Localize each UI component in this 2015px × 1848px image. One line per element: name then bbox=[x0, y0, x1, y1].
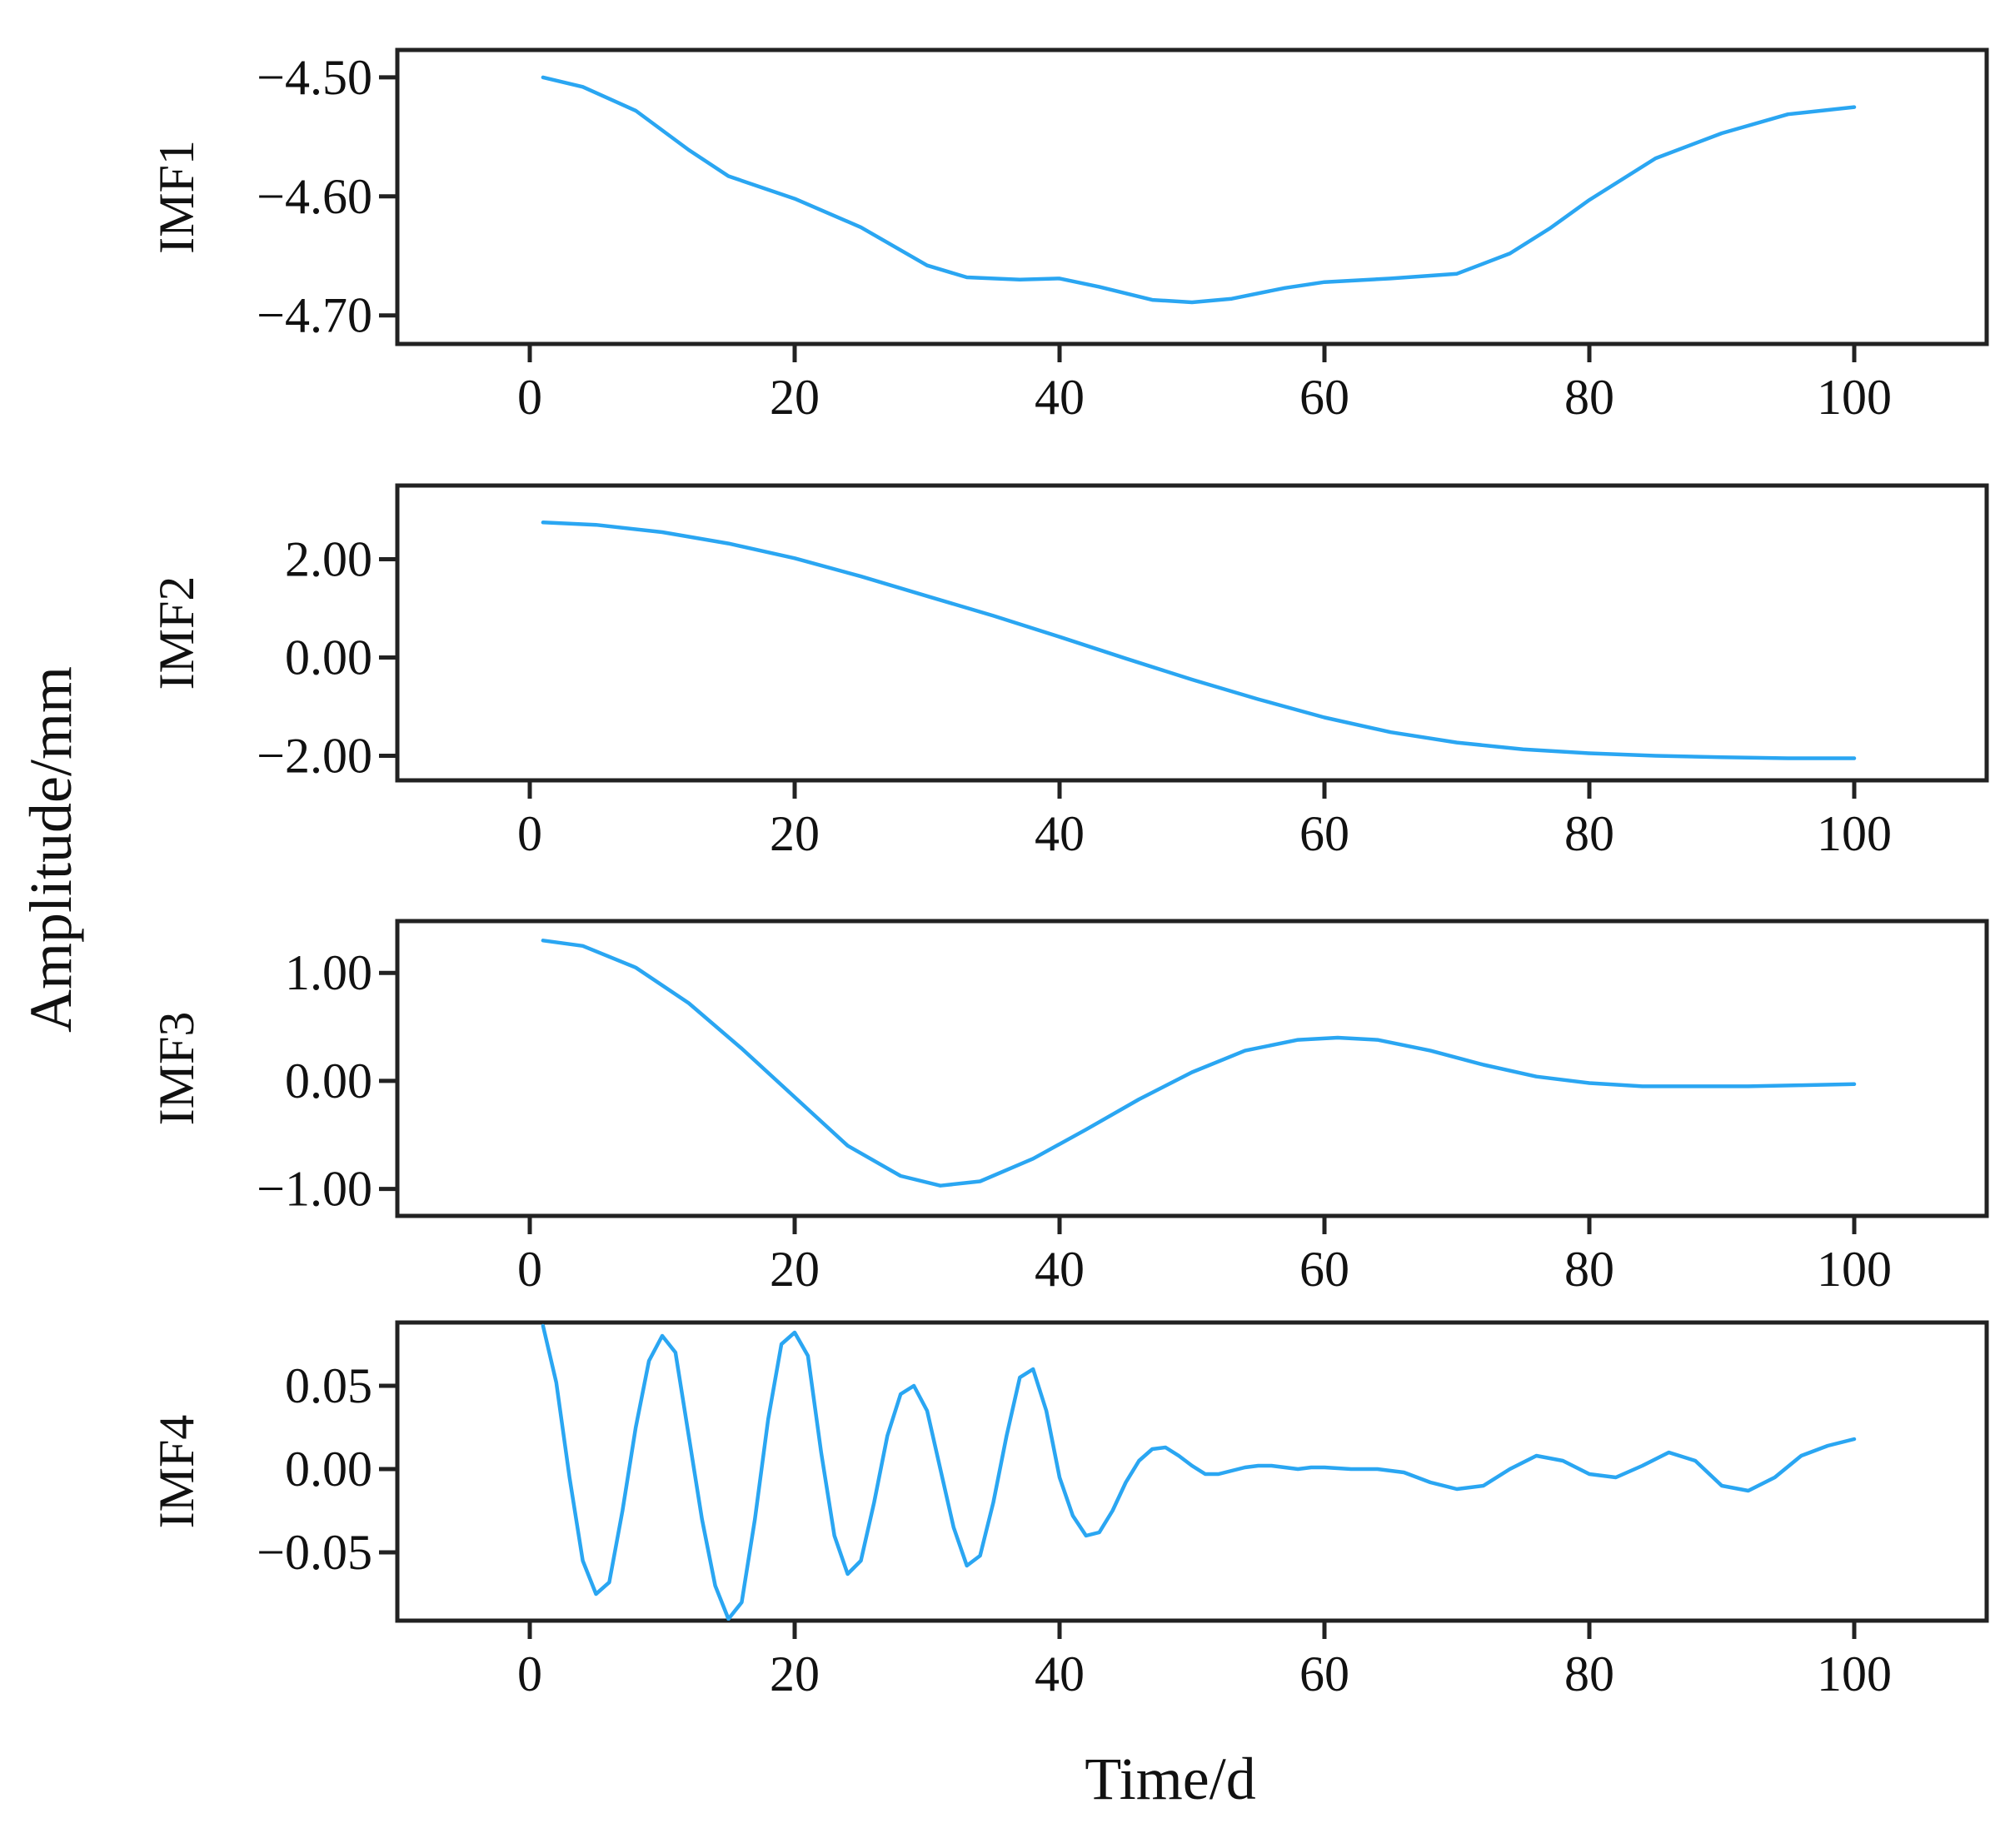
x-tick-label: 0 bbox=[517, 806, 542, 861]
x-tick-label: 100 bbox=[1817, 806, 1892, 861]
x-tick-label: 60 bbox=[1299, 1242, 1349, 1297]
y-tick-label: 0.05 bbox=[285, 1358, 372, 1413]
y-tick-label: −0.05 bbox=[257, 1525, 372, 1580]
panel-ylabel: IMF2 bbox=[149, 576, 204, 690]
x-tick-label: 80 bbox=[1564, 806, 1614, 861]
x-tick-label: 20 bbox=[770, 1646, 820, 1701]
series-line-imf1 bbox=[541, 75, 1857, 305]
y-tick-label: −4.60 bbox=[257, 169, 372, 224]
plot-frame bbox=[395, 47, 1989, 346]
x-tick-label: 20 bbox=[770, 1242, 820, 1297]
panel-2: 2.00 0.00 −2.00 0 20 40 60 80 100 IMF2 bbox=[149, 483, 1989, 861]
panels: −4.50 −4.60 −4.70 0 20 40 60 80 100 IMF1 2.00 0.00 −… bbox=[149, 47, 1989, 1701]
x-tick-label: 100 bbox=[1817, 1646, 1892, 1701]
panel-ylabel: IMF4 bbox=[149, 1415, 204, 1529]
x-tick-label: 40 bbox=[1035, 806, 1085, 861]
y-tick-label: −2.00 bbox=[257, 729, 372, 784]
y-tick-label: 0.00 bbox=[285, 1054, 372, 1108]
y-tick-label: −4.70 bbox=[257, 288, 372, 343]
panel-ylabel: IMF3 bbox=[149, 1012, 204, 1126]
panel-4: 0.05 0.00 −0.05 0 20 40 60 80 100 IMF4 bbox=[149, 1320, 1989, 1701]
x-tick-label: 80 bbox=[1564, 1242, 1614, 1297]
x-tick-label: 40 bbox=[1035, 370, 1085, 425]
x-tick-label: 20 bbox=[770, 370, 820, 425]
x-tick-label: 60 bbox=[1299, 1646, 1349, 1701]
x-tick-label: 0 bbox=[517, 1242, 542, 1297]
plot-frame bbox=[395, 483, 1989, 783]
x-tick-label: 40 bbox=[1035, 1242, 1085, 1297]
series-line-imf3 bbox=[541, 939, 1857, 1188]
series-line-imf4 bbox=[541, 1323, 1857, 1621]
y-axis-title: Amplitude/mm bbox=[17, 666, 84, 1033]
y-tick-label: 0.00 bbox=[285, 630, 372, 685]
panel-ylabel: IMF1 bbox=[149, 140, 204, 254]
x-tick-label: 80 bbox=[1564, 370, 1614, 425]
y-tick-label: −4.50 bbox=[257, 50, 372, 105]
series-line-imf2 bbox=[541, 521, 1857, 760]
y-tick-label: 2.00 bbox=[285, 532, 372, 587]
x-tick-label: 40 bbox=[1035, 1646, 1085, 1701]
x-tick-label: 100 bbox=[1817, 370, 1892, 425]
x-tick-label: 80 bbox=[1564, 1646, 1614, 1701]
y-tick-label: 0.00 bbox=[285, 1442, 372, 1497]
x-tick-label: 60 bbox=[1299, 370, 1349, 425]
plot-frame bbox=[395, 919, 1989, 1218]
x-tick-label: 60 bbox=[1299, 806, 1349, 861]
x-axis-title: Time/d bbox=[1085, 1746, 1255, 1812]
x-tick-label: 100 bbox=[1817, 1242, 1892, 1297]
panel-1: −4.50 −4.60 −4.70 0 20 40 60 80 100 IMF1 bbox=[149, 47, 1989, 425]
panel-3: 1.00 0.00 −1.00 0 20 40 60 80 100 IMF3 bbox=[149, 919, 1989, 1297]
x-tick-label: 0 bbox=[517, 370, 542, 425]
y-tick-label: −1.00 bbox=[257, 1162, 372, 1217]
plot-frame bbox=[395, 1320, 1989, 1623]
x-tick-label: 20 bbox=[770, 806, 820, 861]
x-tick-label: 0 bbox=[517, 1646, 542, 1701]
y-tick-label: 1.00 bbox=[285, 945, 372, 1000]
